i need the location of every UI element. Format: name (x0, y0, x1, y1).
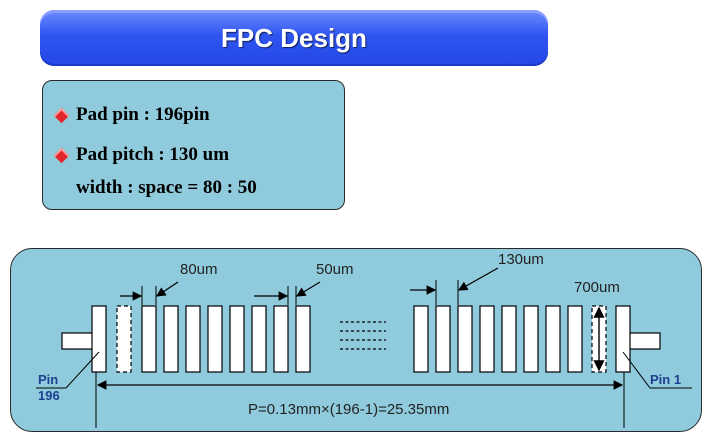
formula-label: P=0.13mm×(196-1)=25.35mm (248, 401, 449, 418)
dim-80um (120, 281, 179, 305)
pad (545, 305, 561, 373)
dim-50um (254, 281, 321, 305)
pin196-leader (65, 351, 100, 389)
spec-pad-pitch: Pad pitch : 130 um (76, 144, 230, 165)
spec-width-space: width : space = 80 : 50 (76, 177, 257, 198)
pad (273, 305, 289, 373)
spec-pad-pin: Pad pin : 196pin (76, 104, 210, 125)
pad-pin1 (615, 305, 631, 373)
dim-130um-label: 130um (498, 251, 544, 268)
pin196-label-top: Pin (38, 372, 58, 387)
pad (501, 305, 517, 373)
pad (435, 305, 451, 373)
left-connector-stub (61, 332, 95, 350)
right-connector-stub (627, 332, 661, 350)
dim-50um-label: 50um (316, 261, 354, 278)
pad (479, 305, 495, 373)
pad (413, 305, 429, 373)
pin196-label-bottom: 196 (38, 388, 60, 403)
dim-130um (410, 267, 499, 305)
pad (251, 305, 267, 373)
page-title: FPC Design (221, 22, 367, 53)
spec-box: Pad pin : 196pin Pad pitch : 130 um widt… (42, 80, 345, 210)
pad (567, 305, 583, 373)
pad-pin196 (91, 305, 107, 373)
pin1-leader (622, 351, 651, 389)
pin1-label: Pin 1 (650, 372, 681, 387)
ellipsis-dashes (340, 321, 386, 350)
pad (141, 305, 157, 373)
pad (523, 305, 539, 373)
pad (207, 305, 223, 373)
pad (457, 305, 473, 373)
pad (229, 305, 245, 373)
pad (163, 305, 179, 373)
title-banner: FPC Design (40, 10, 548, 66)
pad-dashed-left (116, 305, 132, 373)
dim-700um-label: 700um (574, 279, 620, 296)
dim-total-span (95, 372, 625, 428)
pad (185, 305, 201, 373)
pad (295, 305, 311, 373)
dim-80um-label: 80um (180, 261, 218, 278)
